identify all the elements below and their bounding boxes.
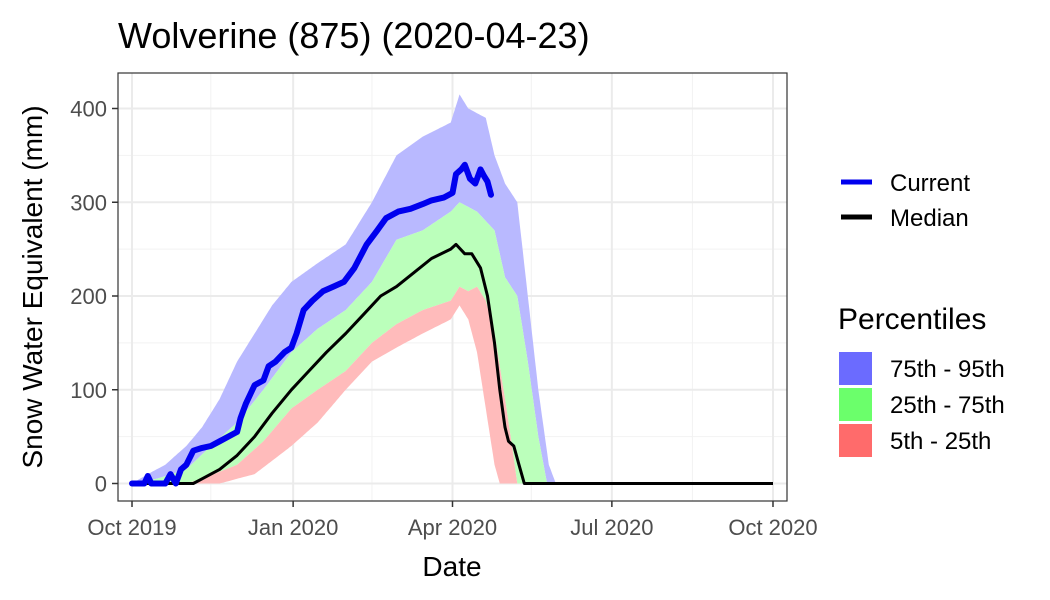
percentile-bands xyxy=(132,94,773,484)
x-tick-label: Jul 2020 xyxy=(570,515,653,540)
y-tick-label: 0 xyxy=(95,472,107,497)
legend-item-25-75: 25th - 75th xyxy=(839,388,1005,421)
x-tick-label: Oct 2019 xyxy=(87,515,176,540)
y-axis-title: Snow Water Equivalent (mm) xyxy=(17,105,48,468)
y-tick-label: 100 xyxy=(70,378,107,403)
legend-label-25-75: 25th - 75th xyxy=(890,392,1005,419)
legend-item-median: Median xyxy=(841,205,969,232)
legend-label-current: Current xyxy=(890,170,970,197)
legend-label-5-25: 5th - 25th xyxy=(890,428,991,455)
legend-label-median: Median xyxy=(890,205,969,232)
chart-title: Wolverine (875) (2020-04-23) xyxy=(118,15,590,56)
series-line-median xyxy=(132,242,773,485)
y-axis: 0 100 200 300 400 xyxy=(70,97,118,497)
x-tick-label: Jan 2020 xyxy=(248,515,339,540)
legend: Current Median Percentiles 75th - 95th 2… xyxy=(838,170,1005,457)
legend-title-percentiles: Percentiles xyxy=(838,303,986,336)
legend-key-5-25 xyxy=(839,424,872,457)
x-tick-label: Apr 2020 xyxy=(408,515,497,540)
series-lines xyxy=(129,161,773,487)
legend-item-current: Current xyxy=(841,170,970,197)
legend-label-75-95: 75th - 95th xyxy=(890,356,1005,383)
legend-item-75-95: 75th - 95th xyxy=(839,352,1005,385)
legend-key-75-95 xyxy=(839,352,872,385)
x-tick-label: Oct 2020 xyxy=(728,515,817,540)
y-tick-label: 200 xyxy=(70,284,107,309)
legend-item-5-25: 5th - 25th xyxy=(839,424,991,457)
y-tick-label: 300 xyxy=(70,190,107,215)
series-line-current xyxy=(129,161,494,487)
legend-key-25-75 xyxy=(839,388,872,421)
plot-panel xyxy=(117,72,788,502)
band-5th-25th xyxy=(132,286,773,484)
y-tick-label: 400 xyxy=(70,97,107,122)
x-axis: Oct 2019 Jan 2020 Apr 2020 Jul 2020 Oct 2020 xyxy=(87,501,818,540)
x-axis-title: Date xyxy=(422,551,481,582)
band-75th-95th xyxy=(132,94,773,484)
band-25th-75th xyxy=(132,202,773,484)
